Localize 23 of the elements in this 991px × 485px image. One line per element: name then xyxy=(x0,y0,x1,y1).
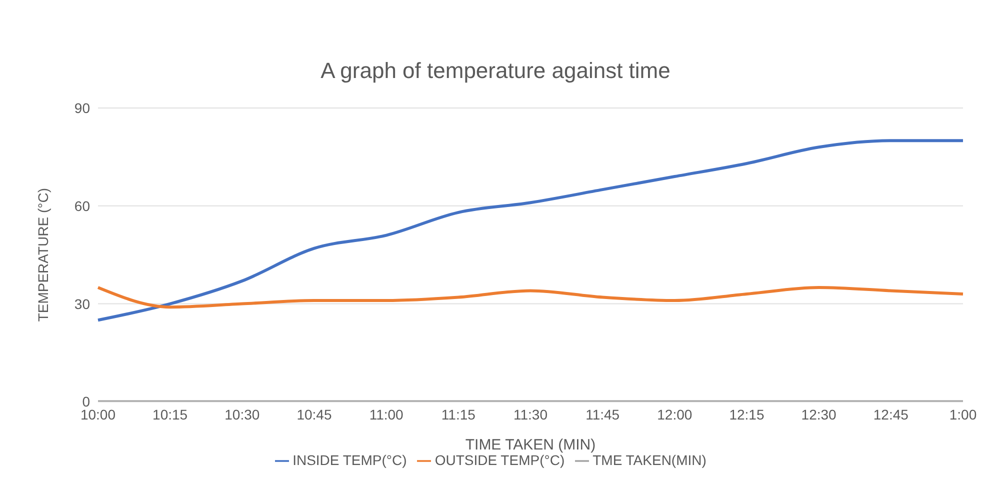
line-series xyxy=(96,139,964,322)
y-tick-label: 60 xyxy=(74,198,90,214)
y-tick-label: 30 xyxy=(74,296,90,312)
x-tick-label: 11:15 xyxy=(441,406,476,423)
y-tick-label: 90 xyxy=(74,100,90,116)
x-tick-label: 11:45 xyxy=(586,406,620,423)
legend-label: INSIDE TEMP(°C) xyxy=(292,452,407,468)
x-tick-label: 12:30 xyxy=(801,406,837,423)
legend-label: TME TAKEN(MIN) xyxy=(592,452,706,468)
legend-label: OUTSIDE TEMP(°C) xyxy=(434,452,565,468)
x-axis-title: TIME TAKEN (MIN) xyxy=(465,436,596,454)
x-tick-label: 10:15 xyxy=(152,406,188,423)
x-tick-label: 10:45 xyxy=(296,406,332,423)
x-tick-label: 12:15 xyxy=(729,406,764,423)
y-axis-title: TEMPERATURE (°C) xyxy=(34,188,51,322)
x-tick-label: 11:30 xyxy=(514,406,548,423)
line-series xyxy=(96,286,964,309)
x-tick-label: 1:00 xyxy=(949,406,977,423)
chart-title: A graph of temperature against time xyxy=(320,57,672,85)
x-tick-label: 12:45 xyxy=(873,406,909,423)
x-tick-label: 10:30 xyxy=(224,406,260,423)
x-tick-label: 11:00 xyxy=(369,406,404,423)
x-tick-label: 12:00 xyxy=(657,406,692,423)
